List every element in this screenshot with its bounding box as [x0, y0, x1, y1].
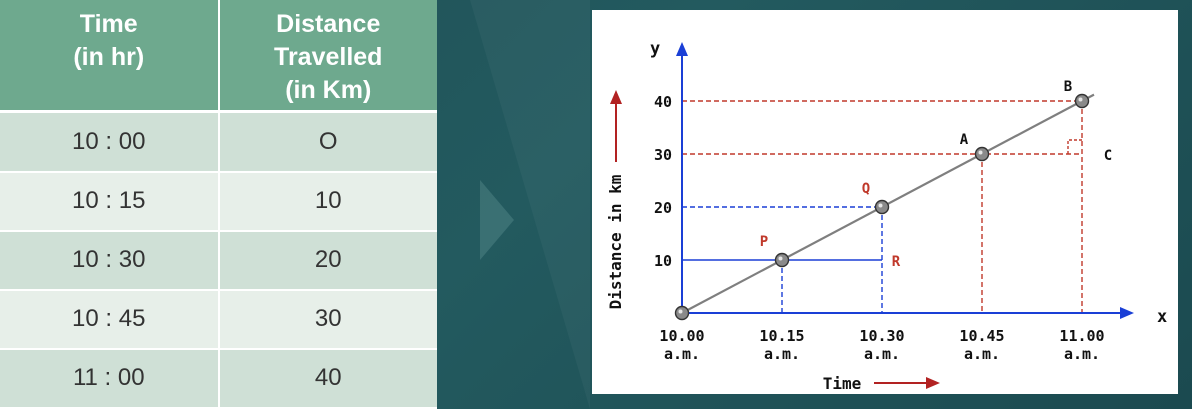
- x-tick-label: 10.00: [659, 327, 704, 345]
- time-cell: 10 : 45: [0, 289, 220, 350]
- y-axis-letter: y: [650, 39, 660, 59]
- table-header-row: Time (in hr) Distance Travelled (in Km): [0, 0, 437, 113]
- distance-time-table: Time (in hr) Distance Travelled (in Km) …: [0, 0, 437, 409]
- x-tick-label: 11.00: [1059, 327, 1104, 345]
- distance-column-header: Distance Travelled (in Km): [218, 0, 437, 113]
- header-line: Distance: [276, 10, 381, 38]
- y-axis-title: Distance in km: [606, 174, 625, 309]
- x-tick-label-suffix: a.m.: [1064, 345, 1100, 363]
- header-line: (in Km): [285, 76, 372, 104]
- data-point: [1074, 93, 1090, 109]
- data-point-highlight: [678, 309, 683, 314]
- point-label-a: A: [960, 132, 969, 148]
- data-point: [974, 146, 990, 162]
- data-point-highlight: [978, 150, 983, 155]
- point-label-q: Q: [862, 181, 870, 197]
- x-axis-title: Time: [823, 374, 862, 393]
- x-tick-label-suffix: a.m.: [864, 345, 900, 363]
- data-point-highlight: [778, 256, 783, 261]
- point-label-p: P: [760, 234, 768, 250]
- data-point: [674, 305, 690, 321]
- y-tick-label: 10: [654, 252, 672, 270]
- x-tick-label: 10.15: [759, 327, 804, 345]
- distance-time-graph: x y 10 20 30 40 10.00 a.m. 10.15 a.m. 10.30 a.m. 10.…: [592, 10, 1178, 394]
- header-line: (in hr): [73, 43, 145, 71]
- time-cell: 10 : 00: [0, 111, 220, 173]
- distance-cell: 20: [218, 230, 437, 291]
- data-point-highlight: [878, 203, 883, 208]
- x-axis-arrowhead: [1120, 307, 1134, 319]
- data-point-highlight: [1078, 97, 1083, 102]
- data-point: [774, 252, 790, 268]
- background-arrow-decoration: [480, 180, 514, 260]
- x-tick-label: 10.30: [859, 327, 904, 345]
- x-tick-label: 10.45: [959, 327, 1004, 345]
- background-stripe: [470, 0, 590, 409]
- time-column-header: Time (in hr): [0, 0, 220, 113]
- point-label-c: C: [1104, 148, 1112, 164]
- time-cell: 10 : 15: [0, 171, 220, 232]
- y-axis-title-arrowhead: [610, 90, 622, 104]
- y-axis-arrowhead: [676, 42, 688, 56]
- time-cell: 11 : 00: [0, 348, 220, 409]
- table-row: 10 : 45 30: [0, 289, 437, 350]
- distance-cell: 10: [218, 171, 437, 232]
- point-label-r: R: [892, 254, 901, 270]
- table-row: 10 : 30 20: [0, 230, 437, 291]
- distance-cell: O: [218, 111, 437, 173]
- table-row: 10 : 00 O: [0, 111, 437, 173]
- data-point: [874, 199, 890, 215]
- point-label-b: B: [1064, 79, 1072, 95]
- time-cell: 10 : 30: [0, 230, 220, 291]
- x-axis-title-arrowhead: [926, 377, 940, 389]
- distance-cell: 30: [218, 289, 437, 350]
- table-row: 11 : 00 40: [0, 348, 437, 409]
- table-row: 10 : 15 10: [0, 171, 437, 232]
- right-angle-marker: [1067, 139, 1082, 154]
- graph-canvas: xy1020304010.00a.m.10.15a.m.10.30a.m.10.…: [606, 39, 1167, 393]
- header-line: Travelled: [274, 43, 383, 71]
- x-axis-letter: x: [1157, 307, 1167, 327]
- x-tick-label-suffix: a.m.: [764, 345, 800, 363]
- header-line: Time: [79, 10, 138, 38]
- y-tick-label: 40: [654, 93, 672, 111]
- y-tick-label: 30: [654, 146, 672, 164]
- y-tick-label: 20: [654, 199, 672, 217]
- distance-cell: 40: [218, 348, 437, 409]
- x-tick-label-suffix: a.m.: [664, 345, 700, 363]
- x-tick-label-suffix: a.m.: [964, 345, 1000, 363]
